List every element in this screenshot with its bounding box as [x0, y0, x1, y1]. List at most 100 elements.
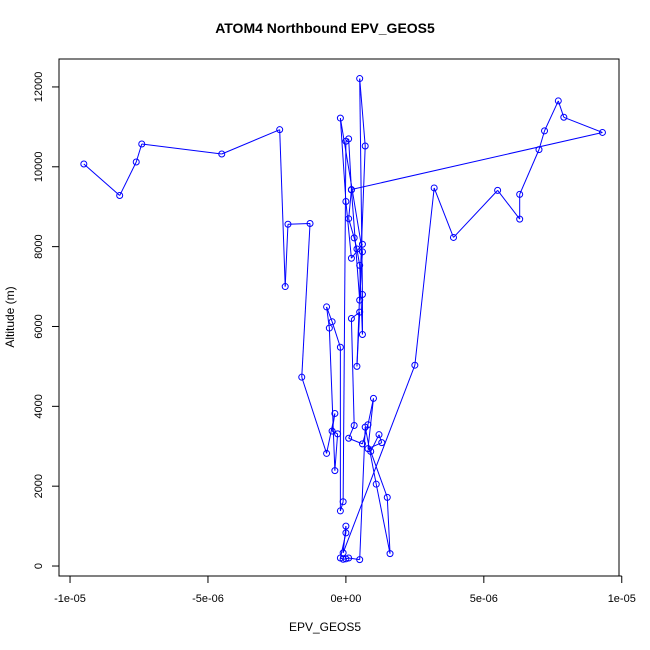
x-axis: -1e-05 -5e-06 0e+00 5e-06 1e-05 — [54, 575, 636, 605]
data-point — [347, 186, 355, 194]
data-point — [336, 343, 344, 351]
x-tick-label: -1e-05 — [54, 593, 86, 605]
data-point — [328, 318, 336, 326]
series-segment — [339, 501, 344, 512]
series-segment — [364, 426, 377, 485]
series-segment — [367, 442, 382, 450]
series-segment — [345, 201, 352, 259]
data-point — [356, 556, 364, 564]
series-segment — [141, 143, 222, 155]
data-point — [328, 427, 336, 435]
series-segment — [414, 187, 435, 366]
series-segment — [348, 425, 355, 439]
data-point — [554, 97, 562, 105]
series-segment — [386, 497, 391, 554]
data-point — [358, 291, 366, 299]
data-point — [336, 507, 344, 515]
data-point — [356, 308, 364, 316]
data-point — [331, 410, 339, 418]
data-point — [347, 254, 355, 262]
y-tick-label: 4000 — [33, 394, 45, 418]
data-point — [535, 146, 543, 154]
series-segment — [287, 222, 311, 225]
data-point — [372, 480, 380, 488]
data-point — [298, 373, 306, 381]
data-point — [375, 431, 383, 439]
data-point — [342, 198, 350, 206]
data-point — [345, 215, 353, 223]
y-tick-label: 10000 — [33, 151, 45, 182]
series-segment — [453, 190, 498, 238]
series-segment — [370, 451, 388, 498]
series-segment — [221, 129, 280, 155]
series-segment — [497, 190, 521, 220]
data-point — [361, 423, 369, 431]
data-point — [386, 550, 394, 558]
series-segment — [284, 224, 289, 287]
data-point — [516, 190, 524, 198]
data-point — [430, 184, 438, 192]
series-segment — [378, 434, 383, 443]
chart-title: ATOM4 Northbound EPV_GEOS5 — [215, 20, 435, 36]
series-segment — [331, 321, 341, 348]
data-point — [281, 283, 289, 291]
data-point — [218, 150, 226, 158]
data-point — [560, 113, 568, 121]
series-segment — [301, 223, 311, 378]
data-point — [358, 240, 366, 248]
x-tick-label: 1e-05 — [608, 593, 636, 605]
series-segment — [119, 161, 137, 196]
series-segment — [351, 311, 360, 319]
data-point — [449, 233, 457, 241]
series-segment — [342, 365, 416, 554]
data-point — [336, 114, 344, 122]
series-segment — [351, 131, 603, 191]
data-point — [369, 394, 377, 402]
series-segment — [83, 163, 121, 196]
data-point — [356, 75, 364, 83]
series-segment — [433, 187, 454, 238]
data-point — [276, 126, 284, 134]
data-point — [358, 440, 366, 448]
data-point — [284, 220, 292, 228]
data-point — [358, 330, 366, 338]
series-segment — [342, 526, 347, 553]
data-point — [345, 135, 353, 143]
series-segment — [519, 149, 540, 195]
data-point — [334, 430, 342, 438]
data-point — [325, 324, 333, 332]
series-segment — [279, 129, 286, 287]
data-point — [345, 434, 353, 442]
x-tick-label: 5e-06 — [470, 593, 498, 605]
data-point — [494, 186, 502, 194]
data-point — [138, 140, 146, 148]
x-tick-label: 0e+00 — [330, 593, 361, 605]
series-lines — [83, 78, 603, 561]
series-segment — [301, 377, 328, 454]
y-tick-label: 2000 — [33, 474, 45, 498]
data-point — [350, 421, 358, 429]
series-points — [80, 75, 606, 564]
data-point — [323, 303, 331, 311]
series-segment — [359, 78, 366, 147]
data-point — [358, 248, 366, 256]
series-segment — [356, 312, 361, 367]
series-segment — [544, 100, 559, 132]
data-point — [306, 219, 314, 227]
series-segment — [359, 427, 366, 560]
data-point — [383, 493, 391, 501]
data-point — [342, 522, 350, 530]
series-segment — [375, 484, 391, 554]
data-point — [353, 362, 361, 370]
data-point — [353, 245, 361, 253]
data-point — [323, 449, 331, 457]
y-axis: 0 2000 4000 6000 8000 10000 12000 — [33, 72, 60, 569]
data-point — [356, 296, 364, 304]
y-tick-label: 8000 — [33, 234, 45, 258]
data-point — [367, 447, 375, 455]
series-segment — [350, 318, 355, 426]
data-point — [331, 467, 339, 475]
x-tick-label: -5e-06 — [192, 593, 224, 605]
series-segment — [348, 557, 360, 561]
